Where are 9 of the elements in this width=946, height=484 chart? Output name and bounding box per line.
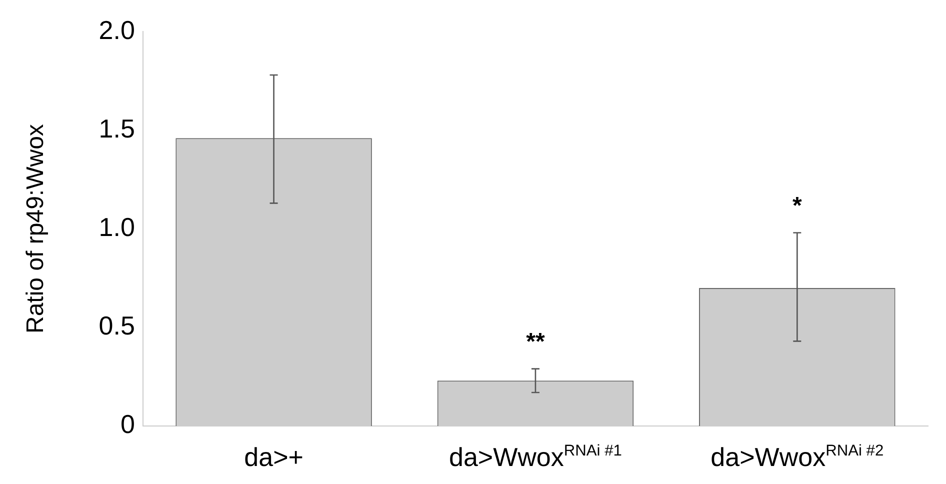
- y-axis-title: Ratio of rp49:Wwox: [22, 124, 50, 334]
- x-tick-label: da>+: [244, 442, 304, 472]
- y-tick-label: 0.5: [98, 310, 135, 341]
- annotation: *: [792, 192, 802, 220]
- y-tick-label: 1.0: [98, 212, 135, 242]
- annotation: **: [526, 328, 546, 356]
- y-tick-label: 2.0: [98, 14, 135, 45]
- y-tick-label: 1.5: [98, 113, 135, 144]
- y-tick-label: 0: [120, 409, 135, 440]
